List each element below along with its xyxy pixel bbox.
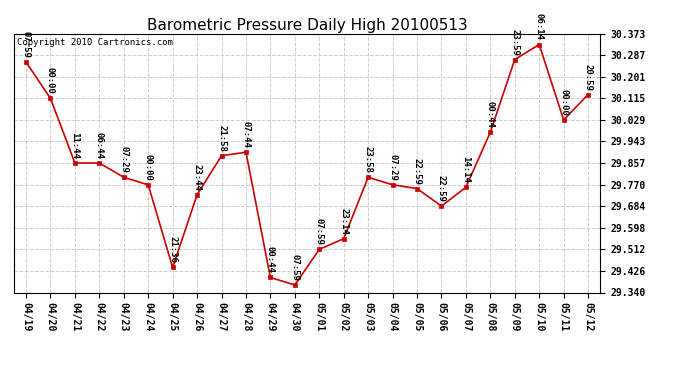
Text: 23:59: 23:59: [511, 28, 520, 56]
Text: Copyright 2010 Cartronics.com: Copyright 2010 Cartronics.com: [17, 38, 172, 46]
Text: 20:59: 20:59: [584, 64, 593, 90]
Text: 00:00: 00:00: [144, 154, 152, 181]
Text: 06:44: 06:44: [95, 132, 103, 159]
Text: 00:00: 00:00: [46, 68, 55, 94]
Text: 06:14: 06:14: [535, 13, 544, 40]
Text: 00:00: 00:00: [559, 89, 568, 116]
Text: 23:14: 23:14: [339, 208, 348, 234]
Text: 07:59: 07:59: [290, 254, 299, 281]
Text: 21:36: 21:36: [168, 236, 177, 263]
Text: 23:58: 23:58: [364, 146, 373, 173]
Text: 07:59: 07:59: [21, 31, 30, 58]
Text: 23:44: 23:44: [193, 164, 201, 190]
Text: 07:29: 07:29: [388, 154, 397, 181]
Text: 07:59: 07:59: [315, 218, 324, 245]
Title: Barometric Pressure Daily High 20100513: Barometric Pressure Daily High 20100513: [147, 18, 467, 33]
Text: 14:14: 14:14: [462, 156, 471, 183]
Text: 07:44: 07:44: [241, 121, 250, 148]
Text: 00:44: 00:44: [486, 101, 495, 128]
Text: 11:44: 11:44: [70, 132, 79, 159]
Text: 22:59: 22:59: [413, 158, 422, 184]
Text: 07:29: 07:29: [119, 146, 128, 173]
Text: 00:44: 00:44: [266, 246, 275, 273]
Text: 21:58: 21:58: [217, 125, 226, 152]
Text: 22:59: 22:59: [437, 175, 446, 202]
